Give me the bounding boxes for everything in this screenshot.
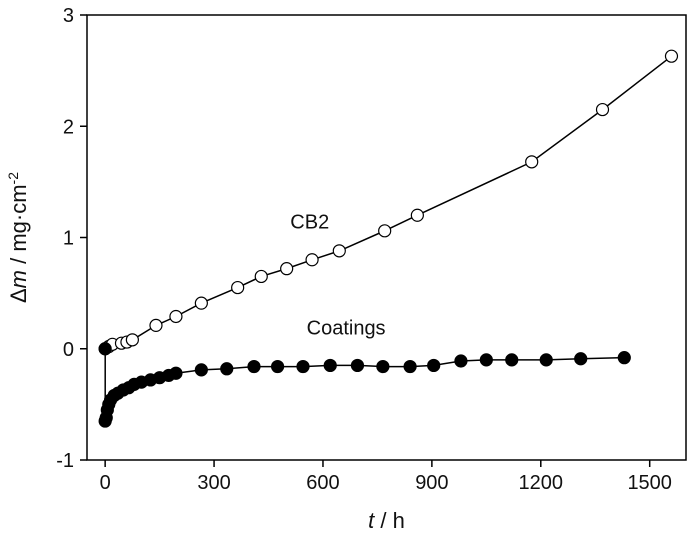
y-axis-title: Δm / mg·cm-2	[5, 172, 31, 303]
data-point-coatings	[220, 362, 234, 376]
data-point-cb2	[280, 262, 294, 276]
data-point-cb2	[149, 318, 163, 332]
data-point-coatings	[350, 358, 365, 373]
plot-frame	[86, 14, 687, 461]
data-point-cb2	[410, 208, 424, 222]
data-point-cb2	[378, 224, 392, 238]
annotation-coatings: Coatings	[307, 317, 386, 339]
data-point-coatings	[479, 353, 493, 367]
data-point-coatings	[539, 353, 553, 367]
data-point-cb2	[664, 49, 679, 63]
data-point-coatings	[505, 353, 519, 367]
series	[98, 49, 679, 428]
data-point-coatings	[403, 359, 417, 374]
data-point-coatings	[194, 363, 208, 377]
data-point-cb2	[525, 155, 539, 169]
annotations: CB2 Coatings	[290, 212, 385, 340]
data-point-coatings	[427, 358, 441, 373]
axes	[86, 14, 687, 461]
data-point-coatings	[376, 359, 390, 374]
y-tick-label: 1	[63, 228, 74, 250]
data-point-coatings	[574, 352, 588, 366]
data-point-coatings	[169, 366, 183, 380]
x-tick-label: 600	[306, 472, 339, 494]
x-axis-unit: h	[393, 508, 405, 533]
data-point-cb2	[194, 296, 208, 310]
y-tick-label: 2	[63, 116, 74, 138]
x-tick-label: 0	[100, 472, 111, 494]
ticks: 0 300 600 900 1200 1500 -1 0 1 2 3	[56, 5, 672, 494]
data-point-coatings	[617, 351, 631, 365]
data-point-coatings	[98, 342, 112, 356]
data-point-coatings	[270, 359, 285, 374]
x-tick-label: 300	[197, 472, 230, 494]
data-point-cb2	[305, 253, 319, 267]
data-point-cb2	[169, 309, 183, 324]
data-point-cb2	[332, 244, 346, 258]
data-point-cb2	[254, 269, 268, 284]
data-point-coatings	[454, 354, 468, 368]
y-axis-exp: -2	[5, 172, 21, 185]
y-tick-label: -1	[56, 450, 74, 472]
data-point-cb2	[125, 333, 139, 347]
axis-labels: t / h Δm / mg·cm-2	[5, 172, 405, 533]
x-axis-sep: /	[374, 508, 392, 533]
y-axis-unit: mg·cm	[6, 184, 31, 251]
x-axis-title: t / h	[368, 508, 405, 533]
data-point-coatings	[296, 359, 310, 374]
annotation-cb2: CB2	[290, 212, 329, 234]
data-point-cb2	[231, 280, 245, 295]
y-tick-label: 3	[63, 5, 74, 27]
data-point-coatings	[323, 358, 337, 373]
y-axis-delta: Δ	[6, 288, 31, 303]
x-tick-label: 900	[415, 472, 448, 494]
series-line-cb2	[104, 55, 672, 350]
y-axis-sep: /	[6, 252, 31, 270]
data-point-coatings	[247, 359, 261, 374]
x-axis-var: t	[368, 508, 375, 533]
x-tick-label: 1200	[519, 472, 564, 494]
y-tick-label: 0	[63, 339, 74, 361]
data-point-cb2	[595, 102, 610, 117]
y-axis-var: m	[6, 270, 31, 288]
x-tick-label: 1500	[627, 472, 672, 494]
